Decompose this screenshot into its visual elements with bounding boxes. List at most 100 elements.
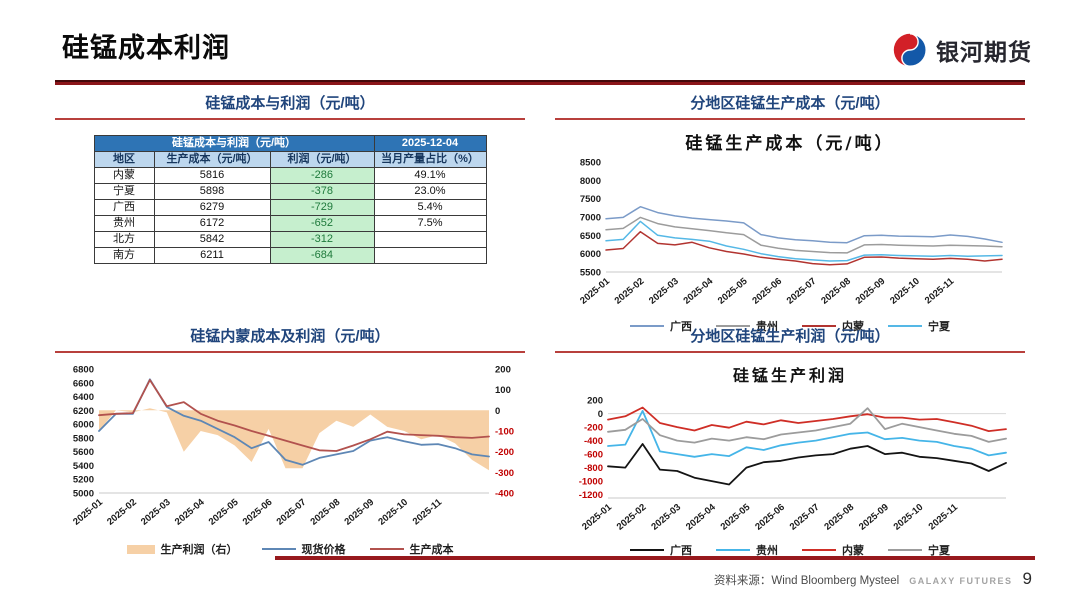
panel-inner-mongolia: 硅锰内蒙成本及利润（元/吨） 6800 6600 6400 6200 6000 5800 5… — [55, 325, 525, 557]
svg-text:2025-04: 2025-04 — [684, 501, 718, 532]
table-title: 硅锰成本与利润（元/吨） — [93, 135, 375, 152]
inner-mongolia-legend: 生产利润（右） 现货价格 生产成本 — [55, 541, 525, 557]
svg-text:-600: -600 — [584, 450, 603, 461]
table-row: 南方 6211 -684 — [93, 247, 487, 264]
svg-text:2025-03: 2025-03 — [647, 276, 681, 307]
panel-regional-cost: 分地区硅锰生产成本（元/吨） 硅锰生产成本（元/吨） 8500 8000 7500 7… — [555, 92, 1025, 334]
legend-label: 广西 — [670, 321, 692, 333]
cell-share — [373, 247, 487, 264]
legend-label: 贵州 — [756, 321, 778, 333]
svg-text:0: 0 — [598, 409, 603, 420]
brand-logo-text: 银河期货 — [936, 39, 1032, 65]
svg-text:2025-10: 2025-10 — [892, 502, 926, 533]
cell-share: 5.4% — [373, 199, 487, 216]
cell-cost: 5898 — [153, 183, 271, 200]
legend-label: 生产利润（右） — [160, 544, 238, 556]
footer-brand: GALAXY FUTURES — [909, 576, 1013, 586]
footer: 资料来源：Wind Bloomberg Mysteel GALAXY FUTUR… — [714, 569, 1032, 589]
cell-region: 内蒙 — [93, 167, 155, 184]
svg-text:6400: 6400 — [73, 392, 94, 403]
svg-text:2025-01: 2025-01 — [578, 275, 612, 306]
svg-text:6600: 6600 — [73, 378, 94, 389]
cell-region: 广西 — [93, 199, 155, 216]
svg-text:2025-05: 2025-05 — [716, 275, 750, 306]
brand-logo: 银河期货 — [892, 32, 1032, 68]
cell-share: 49.1% — [373, 167, 487, 184]
chart-title-regional-profit: 硅锰生产利润 — [732, 366, 847, 385]
svg-text:6000: 6000 — [580, 249, 601, 260]
svg-text:2025-08: 2025-08 — [819, 276, 853, 307]
cell-profit: -286 — [269, 167, 375, 184]
svg-text:5500: 5500 — [580, 268, 601, 279]
legend-item: 宁夏 — [888, 542, 950, 558]
svg-text:5400: 5400 — [73, 461, 94, 472]
svg-text:2025-07: 2025-07 — [785, 276, 819, 307]
legend-label: 宁夏 — [928, 321, 950, 333]
legend-swatch-icon — [261, 548, 296, 550]
svg-text:2025-09: 2025-09 — [342, 497, 376, 528]
legend-swatch-icon — [716, 325, 750, 327]
svg-text:2025-06: 2025-06 — [241, 497, 275, 528]
svg-text:2025-09: 2025-09 — [854, 276, 888, 307]
cell-profit: -729 — [269, 199, 375, 216]
svg-text:-300: -300 — [495, 468, 514, 479]
svg-text:-200: -200 — [495, 447, 514, 458]
svg-text:7500: 7500 — [580, 194, 601, 205]
svg-text:2025-11: 2025-11 — [923, 275, 957, 306]
table-body: 内蒙 5816 -286 49.1% 宁夏 5898 -378 23.0% 广西 6279 -729… — [93, 167, 487, 264]
svg-text:-1200: -1200 — [579, 490, 603, 501]
panel-regional-profit: 分地区硅锰生产利润（元/吨） 硅锰生产利润 200 0 -200 -400 -600 -8… — [555, 325, 1025, 558]
legend-item: 宁夏 — [888, 318, 950, 334]
legend-item: 现货价格 — [261, 541, 346, 557]
svg-text:2025-10: 2025-10 — [888, 276, 922, 307]
svg-text:2025-01: 2025-01 — [580, 501, 614, 532]
legend-swatch-icon — [802, 325, 836, 327]
cell-region: 北方 — [93, 231, 155, 248]
title-underline — [55, 80, 1025, 85]
svg-text:-400: -400 — [584, 436, 603, 447]
table-row: 广西 6279 -729 5.4% — [93, 199, 487, 216]
legend-label: 宁夏 — [928, 545, 950, 557]
svg-text:2025-02: 2025-02 — [105, 497, 139, 528]
section-title-table: 硅锰成本与利润（元/吨） — [55, 92, 525, 120]
legend-item: 内蒙 — [802, 542, 864, 558]
svg-text:2025-01: 2025-01 — [71, 496, 105, 527]
inner-mongolia-chart: 6800 6600 6400 6200 6000 5800 5600 5400 5200 5000… — [71, 365, 514, 528]
cell-region: 南方 — [93, 247, 155, 264]
svg-text:2025-11: 2025-11 — [927, 501, 961, 532]
table-row: 北方 5842 -312 — [93, 231, 487, 248]
legend-label: 生产成本 — [409, 544, 454, 556]
legend-swatch-icon — [888, 325, 922, 327]
cell-share: 7.5% — [373, 215, 487, 232]
svg-text:5200: 5200 — [73, 475, 94, 486]
legend-label: 贵州 — [756, 545, 778, 557]
svg-text:2025-03: 2025-03 — [139, 497, 173, 528]
legend-item: 生产成本 — [369, 541, 454, 557]
svg-text:-400: -400 — [495, 489, 514, 500]
legend-item: 内蒙 — [802, 318, 864, 334]
table-row: 宁夏 5898 -378 23.0% — [93, 183, 487, 200]
cell-region: 宁夏 — [93, 183, 155, 200]
svg-text:-100: -100 — [495, 427, 514, 438]
legend-item: 贵州 — [716, 318, 778, 334]
svg-text:6000: 6000 — [73, 420, 94, 431]
col-header-cost: 生产成本（元/吨） — [153, 151, 271, 168]
legend-swatch-icon — [630, 325, 664, 327]
svg-text:2025-07: 2025-07 — [788, 502, 822, 533]
legend-swatch-icon — [802, 549, 836, 551]
cost-profit-table: 硅锰成本与利润（元/吨） 2025-12-04 地区 生产成本（元/吨） 利润（… — [93, 135, 487, 264]
svg-text:2025-02: 2025-02 — [613, 276, 647, 307]
cell-cost: 6172 — [153, 215, 271, 232]
page-title: 硅锰成本利润 — [62, 33, 230, 63]
section-title-inner-mongolia: 硅锰内蒙成本及利润（元/吨） — [55, 325, 525, 353]
legend-label: 内蒙 — [842, 321, 864, 333]
svg-text:100: 100 — [495, 385, 511, 396]
cell-cost: 6211 — [153, 247, 271, 264]
cell-share — [373, 231, 487, 248]
galaxy-futures-logo-icon — [893, 33, 927, 67]
panel-cost-profit-table: 硅锰成本与利润（元/吨） 硅锰成本与利润（元/吨） 2025-12-04 地区 … — [55, 92, 525, 264]
col-header-profit: 利润（元/吨） — [269, 151, 375, 168]
svg-text:2025-03: 2025-03 — [649, 502, 683, 533]
